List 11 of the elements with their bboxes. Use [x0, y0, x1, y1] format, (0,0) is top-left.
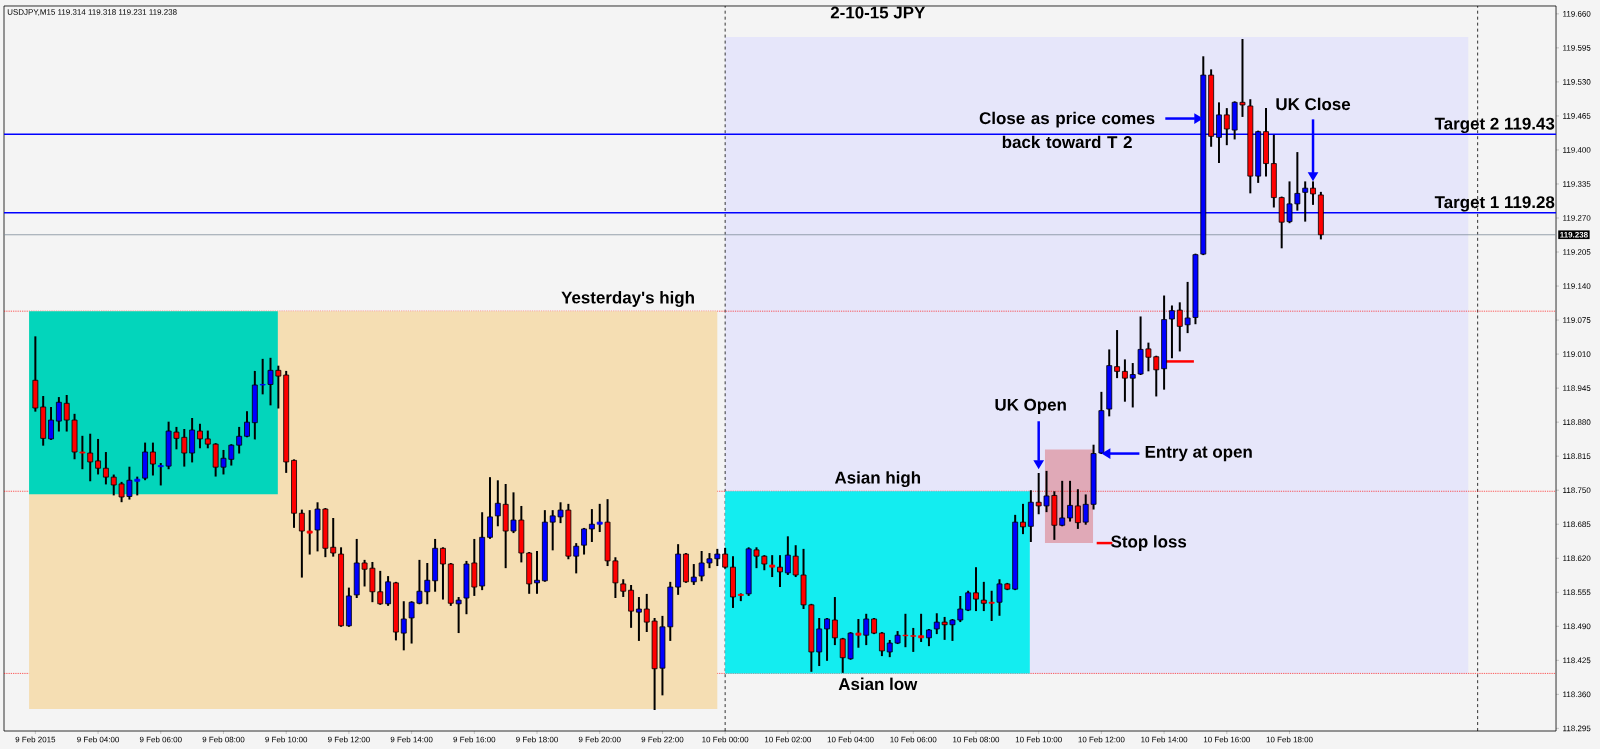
ref-line-label: Yesterday's high: [561, 291, 694, 307]
ref-line-label: Asian high: [834, 471, 921, 488]
annotation: UK Close: [1276, 97, 1351, 111]
annotation: Stop loss: [1111, 535, 1187, 551]
annotation: UK Open: [995, 398, 1066, 415]
ref-line-label: Asian low: [838, 677, 918, 691]
ref-line-label: Target 1 119.28: [1434, 196, 1555, 212]
ref-line-label: Target 2 119.43: [1434, 117, 1555, 134]
annotation: Close as price comes back toward T 2: [979, 111, 1155, 149]
chart-title: 2-10-15 JPY: [830, 6, 926, 19]
annotation: Entry at open: [1145, 445, 1252, 462]
